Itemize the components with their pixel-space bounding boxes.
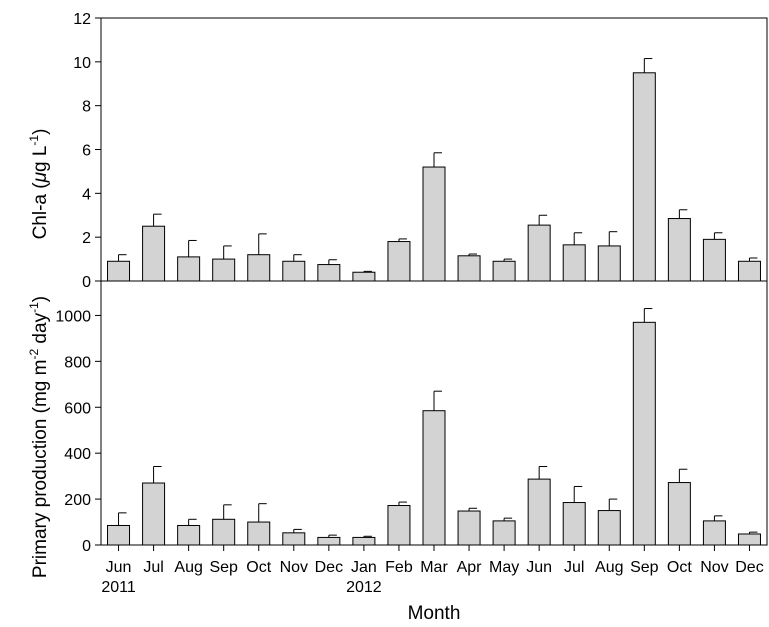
x-tick-label: Jun bbox=[106, 559, 132, 576]
chl-a-bar bbox=[142, 225, 166, 282]
chl-a-bar bbox=[107, 260, 131, 282]
x-tick-label: Nov bbox=[700, 559, 728, 576]
chl-a-y-tick-label: 0 bbox=[82, 274, 91, 291]
x-tick-label: Jun bbox=[526, 559, 552, 576]
chl-a-bar bbox=[492, 260, 516, 282]
x-tick-label: Aug bbox=[174, 559, 202, 576]
primary-production-axis-label: Primary production (mg m-2 day-1) bbox=[27, 296, 51, 578]
x-tick-label: Oct bbox=[246, 559, 271, 576]
pp-bar bbox=[142, 482, 166, 546]
pp-bar bbox=[107, 524, 131, 546]
year-label: 2012 bbox=[346, 579, 382, 596]
x-tick-label: Sep bbox=[209, 559, 238, 576]
chl-a-axis-label: Chl-a (μg L-1) bbox=[27, 129, 51, 240]
x-tick-label: Oct bbox=[667, 559, 692, 576]
x-tick-label: Dec bbox=[315, 559, 343, 576]
chl-a-y-tick-label: 8 bbox=[82, 99, 91, 116]
pp-bar bbox=[282, 532, 306, 546]
pp-bar bbox=[702, 520, 726, 546]
chl-a-bar bbox=[212, 258, 236, 282]
x-tick-label: Jan bbox=[351, 559, 377, 576]
pp-bar bbox=[667, 482, 691, 546]
chl-a-y-tick-label: 4 bbox=[82, 186, 91, 203]
pp-y-tick-label: 400 bbox=[64, 446, 91, 463]
pp-bar bbox=[492, 520, 516, 546]
x-tick-label: Jul bbox=[143, 559, 163, 576]
chl-a-bar bbox=[597, 245, 621, 282]
pp-bar bbox=[737, 533, 761, 546]
chl-a-bar bbox=[317, 264, 341, 282]
year-label: 2011 bbox=[101, 579, 136, 596]
pp-y-tick-label: 0 bbox=[82, 538, 91, 555]
pp-bar bbox=[177, 524, 201, 546]
x-tick-label: Apr bbox=[457, 559, 483, 576]
x-tick-label: May bbox=[489, 559, 519, 576]
pp-bar bbox=[632, 321, 656, 546]
primary-production-panel: 0 200 400 600 800 1000 bbox=[55, 280, 768, 555]
x-axis-label: Month bbox=[408, 603, 461, 624]
chl-a-bar bbox=[352, 271, 376, 282]
pp-y-tick-label: 200 bbox=[64, 492, 91, 509]
chl-a-y-tick-label: 12 bbox=[73, 11, 91, 28]
chl-a-y-tick-label: 6 bbox=[82, 143, 91, 160]
chl-a-bar bbox=[422, 166, 446, 282]
chl-a-bar bbox=[562, 244, 586, 282]
chl-a-bar bbox=[247, 254, 271, 282]
pp-bar bbox=[422, 410, 446, 546]
x-tick-label: Jul bbox=[564, 559, 584, 576]
pp-bar bbox=[352, 536, 376, 546]
chl-a-bar bbox=[737, 260, 761, 282]
chl-a-y-tick-label: 2 bbox=[82, 230, 91, 247]
chl-a-bar bbox=[457, 255, 481, 282]
x-tick-label: Aug bbox=[595, 559, 623, 576]
pp-y-tick-label: 1000 bbox=[55, 308, 91, 325]
x-tick-label: Sep bbox=[630, 559, 659, 576]
x-tick-label: Mar bbox=[420, 559, 448, 576]
chl-a-bar bbox=[702, 238, 726, 282]
x-tick-label: Nov bbox=[280, 559, 308, 576]
pp-bar bbox=[527, 478, 551, 546]
chl-a-bar bbox=[282, 260, 306, 282]
pp-bar bbox=[562, 502, 586, 546]
pp-y-tick-label: 800 bbox=[64, 354, 91, 371]
pp-bar bbox=[387, 505, 411, 546]
x-tick-label: Feb bbox=[385, 559, 413, 576]
pp-bar bbox=[457, 510, 481, 546]
x-tick-label: Dec bbox=[735, 559, 763, 576]
pp-y-tick-label: 600 bbox=[64, 400, 91, 417]
pp-bar bbox=[597, 510, 621, 546]
chl-a-y-tick-label: 10 bbox=[73, 55, 91, 72]
chl-a-bar bbox=[177, 256, 201, 282]
month-axis: Jun Jul Aug Sep Oct Nov Dec Jan Feb Mar Apr May Jun J… bbox=[101, 545, 764, 596]
chl-a-bar bbox=[527, 224, 551, 282]
pp-bar bbox=[317, 536, 341, 546]
pp-bar bbox=[247, 521, 271, 546]
chl-a-bar bbox=[387, 241, 411, 282]
pp-bar bbox=[212, 518, 236, 546]
chl-a-bar bbox=[632, 72, 656, 282]
chl-a-panel: 0 2 4 6 8 10 12 bbox=[73, 11, 768, 291]
chl-a-bar bbox=[667, 218, 691, 282]
